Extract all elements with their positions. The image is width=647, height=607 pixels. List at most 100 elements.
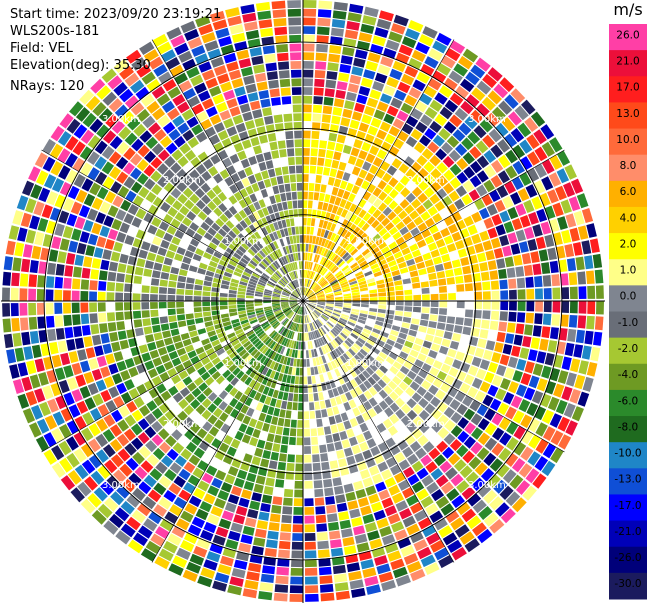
range-gate (452, 359, 463, 370)
range-gate (420, 63, 435, 77)
range-gate (165, 142, 178, 155)
range-gate (228, 259, 238, 267)
range-gate (155, 526, 170, 539)
range-gate (451, 495, 465, 509)
range-gate (159, 279, 168, 287)
range-gate (303, 411, 310, 420)
range-gate (220, 284, 229, 290)
range-gate (511, 497, 527, 513)
range-gate (207, 330, 217, 338)
range-gate (90, 470, 105, 485)
range-gate (549, 413, 562, 428)
colorbar: 26.021.017.013.010.08.06.04.02.01.00.0-1… (609, 24, 647, 600)
range-gate (577, 271, 586, 285)
range-gate (296, 174, 303, 182)
range-gate (483, 349, 493, 361)
range-gate (103, 520, 119, 535)
range-gate (539, 192, 551, 207)
range-gate (375, 369, 385, 378)
range-gate (212, 580, 228, 592)
range-gate (293, 290, 299, 297)
range-gate (367, 281, 376, 287)
range-gate (264, 291, 272, 295)
range-gate (279, 532, 291, 541)
range-gate (417, 434, 429, 447)
range-gate (167, 287, 176, 295)
range-gate (281, 305, 290, 309)
range-gate (504, 367, 515, 380)
range-gate (388, 260, 397, 267)
range-gate (467, 131, 481, 145)
range-gate (490, 175, 503, 188)
range-gate (438, 555, 454, 569)
range-gate (14, 347, 25, 362)
range-gate (446, 203, 458, 215)
range-gate (443, 235, 454, 245)
range-gate (541, 141, 555, 157)
range-gate (87, 493, 102, 508)
range-gate (263, 486, 274, 496)
range-gate (340, 228, 348, 238)
range-gate (315, 245, 321, 254)
range-gate (351, 66, 364, 77)
range-gate (341, 265, 349, 272)
range-gate (273, 308, 282, 313)
range-gate (338, 72, 350, 82)
range-gate (217, 490, 230, 501)
range-gate (319, 327, 325, 336)
range-gate (265, 234, 273, 243)
range-gate (103, 414, 116, 427)
range-gate (230, 282, 239, 288)
range-gate (358, 393, 368, 403)
range-gate (225, 539, 239, 550)
range-gate (247, 357, 256, 366)
range-gate (144, 178, 156, 190)
range-gate (138, 249, 148, 259)
range-gate (420, 454, 433, 467)
range-gate (563, 403, 576, 418)
range-gate (117, 448, 131, 462)
range-gate (143, 474, 157, 488)
range-gate (464, 422, 476, 435)
range-gate (211, 310, 220, 316)
range-gate (267, 339, 274, 348)
range-gate (297, 200, 303, 209)
range-gate (183, 461, 196, 474)
range-gate (395, 305, 404, 311)
range-gate (258, 332, 267, 340)
range-gate (543, 288, 552, 300)
range-gate (413, 294, 422, 301)
range-gate (277, 313, 285, 320)
range-gate (294, 350, 298, 358)
range-gate (372, 157, 383, 168)
range-gate (483, 512, 499, 527)
range-gate (455, 317, 464, 326)
range-gate (515, 480, 531, 495)
range-gate (308, 280, 312, 288)
range-gate (244, 517, 257, 528)
range-gate (294, 139, 302, 148)
range-gate (342, 46, 355, 57)
range-gate (274, 287, 283, 292)
range-gate (364, 105, 376, 117)
range-gate (307, 291, 314, 298)
range-gate (405, 387, 416, 397)
range-gate (292, 95, 302, 104)
range-gate (205, 270, 215, 277)
range-gate (339, 249, 347, 258)
range-gate (113, 58, 129, 74)
range-gate (411, 318, 420, 325)
range-gate (330, 329, 338, 337)
range-gate (266, 312, 274, 318)
range-gate (372, 81, 385, 92)
range-gate (308, 298, 317, 300)
range-gate (308, 296, 316, 300)
range-gate (527, 151, 540, 166)
range-gate (542, 275, 552, 287)
range-gate (320, 228, 326, 238)
range-gate (380, 141, 392, 152)
range-gate (224, 405, 234, 415)
range-gate (102, 130, 117, 144)
range-gate (305, 324, 308, 332)
range-gate (278, 70, 290, 79)
